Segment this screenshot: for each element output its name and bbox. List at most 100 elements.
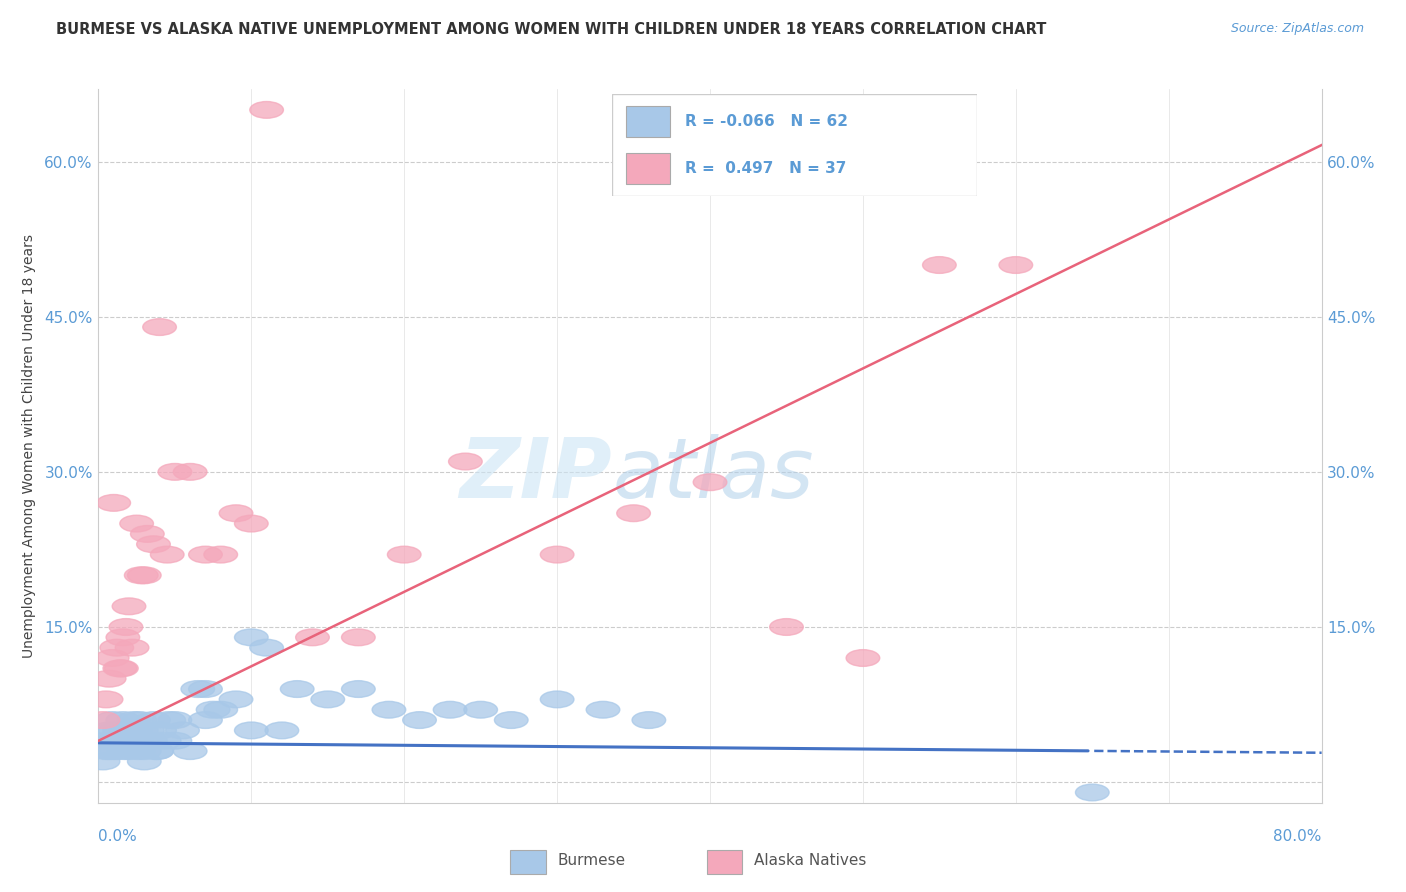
Ellipse shape <box>188 546 222 563</box>
Text: R = -0.066   N = 62: R = -0.066 N = 62 <box>685 114 848 128</box>
Ellipse shape <box>495 712 529 729</box>
Ellipse shape <box>188 681 222 698</box>
Bar <box>707 849 742 874</box>
Ellipse shape <box>96 712 129 729</box>
Ellipse shape <box>181 681 215 698</box>
Bar <box>626 106 671 136</box>
Ellipse shape <box>105 629 139 646</box>
Ellipse shape <box>121 743 155 759</box>
Ellipse shape <box>134 732 167 749</box>
Ellipse shape <box>124 567 157 583</box>
Ellipse shape <box>173 743 207 759</box>
Ellipse shape <box>540 691 574 707</box>
Ellipse shape <box>219 691 253 707</box>
Text: Burmese: Burmese <box>557 854 626 868</box>
Ellipse shape <box>148 732 181 749</box>
Ellipse shape <box>449 453 482 470</box>
Ellipse shape <box>128 753 162 770</box>
Text: atlas: atlas <box>612 434 814 515</box>
FancyBboxPatch shape <box>612 94 977 196</box>
Ellipse shape <box>101 732 135 749</box>
Text: Source: ZipAtlas.com: Source: ZipAtlas.com <box>1230 22 1364 36</box>
Ellipse shape <box>373 701 406 718</box>
Ellipse shape <box>111 732 145 749</box>
Ellipse shape <box>143 722 176 739</box>
Ellipse shape <box>86 753 120 770</box>
Ellipse shape <box>166 722 200 739</box>
Ellipse shape <box>100 640 134 656</box>
Ellipse shape <box>280 681 314 698</box>
Ellipse shape <box>540 546 574 563</box>
Ellipse shape <box>846 649 880 666</box>
Text: R =  0.497   N = 37: R = 0.497 N = 37 <box>685 161 846 176</box>
Ellipse shape <box>464 701 498 718</box>
Ellipse shape <box>128 743 162 759</box>
Ellipse shape <box>402 712 436 729</box>
Ellipse shape <box>124 722 157 739</box>
Ellipse shape <box>112 743 146 759</box>
Ellipse shape <box>433 701 467 718</box>
Ellipse shape <box>89 691 122 707</box>
Y-axis label: Unemployment Among Women with Children Under 18 years: Unemployment Among Women with Children U… <box>22 234 37 658</box>
Ellipse shape <box>150 546 184 563</box>
Ellipse shape <box>188 712 222 729</box>
Ellipse shape <box>769 619 803 635</box>
Ellipse shape <box>89 743 122 759</box>
Ellipse shape <box>266 722 298 739</box>
Ellipse shape <box>93 722 127 739</box>
Ellipse shape <box>115 640 149 656</box>
Ellipse shape <box>127 732 160 749</box>
Ellipse shape <box>311 691 344 707</box>
Bar <box>510 849 546 874</box>
Ellipse shape <box>235 629 269 646</box>
Ellipse shape <box>96 649 129 666</box>
Ellipse shape <box>157 712 191 729</box>
Ellipse shape <box>197 701 231 718</box>
Ellipse shape <box>131 722 165 739</box>
Ellipse shape <box>342 629 375 646</box>
Ellipse shape <box>693 474 727 491</box>
Ellipse shape <box>295 629 329 646</box>
Ellipse shape <box>173 464 207 480</box>
Ellipse shape <box>204 546 238 563</box>
Ellipse shape <box>93 670 127 687</box>
Ellipse shape <box>114 722 148 739</box>
Ellipse shape <box>128 567 162 583</box>
Ellipse shape <box>112 598 146 615</box>
Ellipse shape <box>139 743 173 759</box>
Ellipse shape <box>204 701 238 718</box>
Ellipse shape <box>108 743 141 759</box>
Ellipse shape <box>633 712 665 729</box>
Ellipse shape <box>115 732 149 749</box>
Ellipse shape <box>342 681 375 698</box>
Ellipse shape <box>104 732 138 749</box>
Ellipse shape <box>617 505 651 522</box>
Ellipse shape <box>219 505 253 522</box>
Ellipse shape <box>97 494 131 511</box>
Ellipse shape <box>97 732 131 749</box>
Ellipse shape <box>136 536 170 553</box>
Ellipse shape <box>91 732 124 749</box>
Ellipse shape <box>105 712 139 729</box>
Ellipse shape <box>100 743 134 759</box>
Ellipse shape <box>235 722 269 739</box>
Ellipse shape <box>104 660 138 677</box>
Ellipse shape <box>103 660 136 677</box>
Text: 80.0%: 80.0% <box>1274 829 1322 844</box>
Ellipse shape <box>98 722 132 739</box>
Ellipse shape <box>235 516 269 532</box>
Ellipse shape <box>94 743 128 759</box>
Ellipse shape <box>139 743 173 759</box>
Ellipse shape <box>110 722 143 739</box>
Ellipse shape <box>103 722 136 739</box>
Ellipse shape <box>118 722 152 739</box>
Text: 0.0%: 0.0% <box>98 829 138 844</box>
Ellipse shape <box>250 640 284 656</box>
Ellipse shape <box>136 712 170 729</box>
Ellipse shape <box>110 619 143 635</box>
Ellipse shape <box>157 464 191 480</box>
Ellipse shape <box>388 546 420 563</box>
Ellipse shape <box>143 318 176 335</box>
Ellipse shape <box>922 257 956 273</box>
Ellipse shape <box>120 516 153 532</box>
